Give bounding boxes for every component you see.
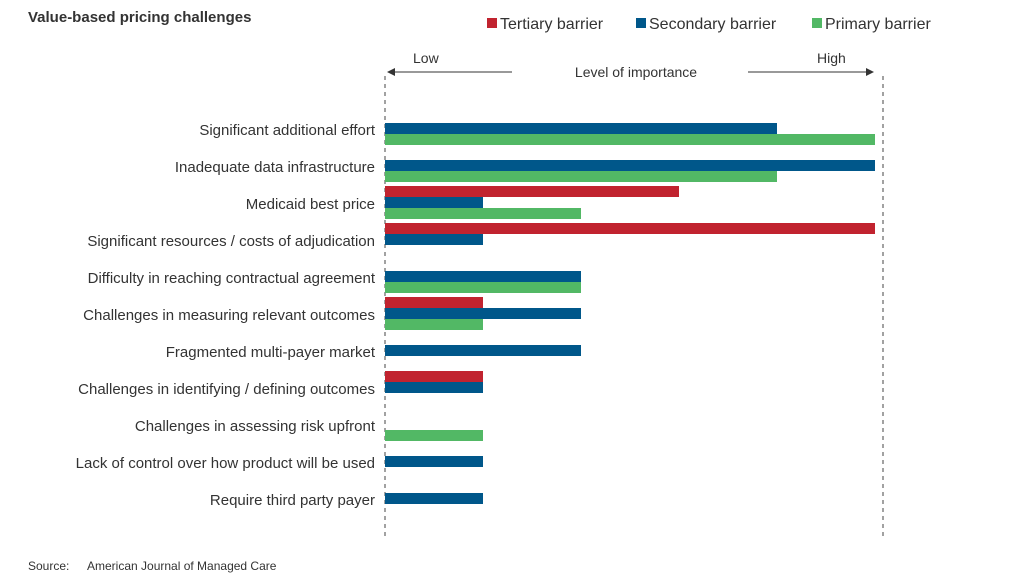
bar-tertiary-barrier <box>385 186 679 197</box>
category-label: Require third party payer <box>210 492 375 509</box>
category-label: Lack of control over how product will be… <box>76 455 375 472</box>
category-label: Significant additional effort <box>199 122 376 139</box>
low-arrow <box>387 68 512 76</box>
bar-secondary-barrier <box>385 308 581 319</box>
legend-swatch <box>487 18 497 28</box>
category-label: Challenges in assessing risk upfront <box>135 418 376 435</box>
axis-label: Level of importance <box>575 64 697 80</box>
bar-primary-barrier <box>385 208 581 219</box>
bar-tertiary-barrier <box>385 223 875 234</box>
category-label: Significant resources / costs of adjudic… <box>87 233 375 250</box>
bar-secondary-barrier <box>385 234 483 245</box>
bar-secondary-barrier <box>385 123 777 134</box>
category-label: Challenges in identifying / defining out… <box>78 381 375 398</box>
bar-primary-barrier <box>385 171 777 182</box>
category-label: Medicaid best price <box>246 196 375 213</box>
chart-title: Value-based pricing challenges <box>28 9 251 26</box>
bar-secondary-barrier <box>385 456 483 467</box>
category-label: Difficulty in reaching contractual agree… <box>88 270 376 287</box>
bar-primary-barrier <box>385 319 483 330</box>
bar-primary-barrier <box>385 282 581 293</box>
legend-label: Primary barrier <box>825 16 931 33</box>
bar-secondary-barrier <box>385 160 875 171</box>
legend-swatch <box>812 18 822 28</box>
category-label: Inadequate data infrastructure <box>175 159 375 176</box>
bar-secondary-barrier <box>385 197 483 208</box>
bar-tertiary-barrier <box>385 371 483 382</box>
bar-secondary-barrier <box>385 271 581 282</box>
category-label: Fragmented multi-payer market <box>166 344 376 361</box>
legend-label: Tertiary barrier <box>500 16 604 33</box>
axis-low-label: Low <box>413 50 440 66</box>
category-label: Challenges in measuring relevant outcome… <box>83 307 375 324</box>
bar-primary-barrier <box>385 134 875 145</box>
legend: Tertiary barrier Secondary barrier Primary… <box>487 16 931 33</box>
source-label: Source: <box>28 559 69 573</box>
legend-swatch <box>636 18 646 28</box>
bar-tertiary-barrier <box>385 297 483 308</box>
source-text: American Journal of Managed Care <box>87 559 277 573</box>
axis-high-label: High <box>817 50 846 66</box>
bar-secondary-barrier <box>385 493 483 504</box>
legend-label: Secondary barrier <box>649 16 777 33</box>
bar-secondary-barrier <box>385 345 581 356</box>
high-arrow <box>748 68 874 76</box>
bar-secondary-barrier <box>385 382 483 393</box>
bar-primary-barrier <box>385 430 483 441</box>
